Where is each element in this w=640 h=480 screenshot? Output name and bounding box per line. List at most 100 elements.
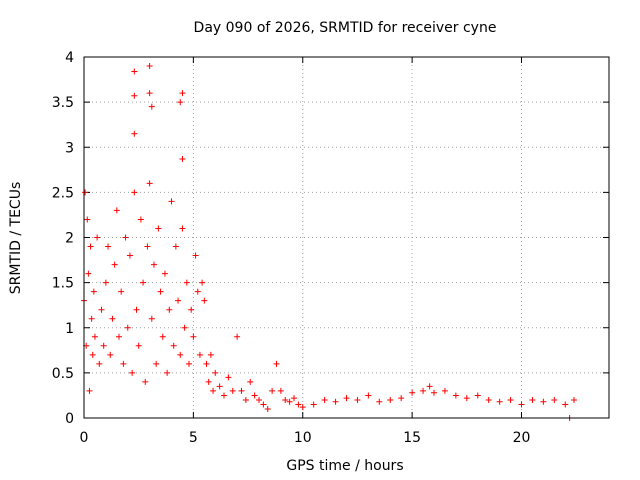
y-tick-label: 0 [65, 411, 74, 427]
data-point [175, 297, 182, 304]
data-point [166, 306, 173, 313]
data-point [140, 279, 147, 286]
data-point [131, 68, 138, 75]
data-point [89, 351, 96, 358]
data-point [207, 351, 214, 358]
data-point [201, 297, 208, 304]
y-tick-label: 3 [65, 140, 74, 156]
data-point [507, 396, 514, 403]
data-point [188, 306, 195, 313]
ticks: 0 0.5 1 1.5 2 2.5 3 3.5 4 0 5 10 15 20 [52, 50, 609, 446]
data-point [463, 395, 470, 402]
data-point [286, 398, 293, 405]
data-point [161, 270, 168, 277]
data-point [420, 387, 427, 394]
data-point [256, 396, 262, 403]
y-tick-label: 4 [65, 50, 74, 66]
data-point [131, 92, 138, 99]
data-point [529, 396, 536, 403]
data-point [295, 401, 302, 408]
data-point [85, 270, 92, 277]
data-point [518, 401, 525, 408]
data-point [234, 333, 241, 340]
data-point [196, 351, 203, 358]
data-point [183, 279, 190, 286]
data-point [90, 288, 97, 295]
data-point [376, 398, 383, 405]
data-point [291, 395, 297, 402]
data-points [81, 63, 577, 421]
data-point [88, 315, 95, 322]
data-point [124, 324, 131, 331]
data-point [177, 99, 184, 106]
data-point [146, 90, 153, 97]
plot-frame [83, 56, 610, 419]
data-point [148, 103, 155, 110]
data-point [142, 378, 149, 385]
data-point [260, 401, 267, 408]
data-point [113, 207, 120, 214]
data-point [133, 306, 140, 313]
data-point [238, 387, 245, 394]
data-point [146, 180, 153, 187]
data-point [194, 288, 201, 295]
data-point [452, 392, 459, 399]
data-point [212, 369, 219, 376]
data-point [299, 404, 306, 411]
data-point [122, 234, 129, 241]
data-point [96, 360, 103, 367]
data-point [98, 306, 105, 313]
data-point [485, 396, 492, 403]
data-point [398, 395, 405, 402]
data-point [116, 333, 122, 340]
y-tick-label: 1 [65, 321, 74, 337]
data-point [144, 243, 151, 250]
data-point [441, 387, 448, 394]
data-point [137, 216, 144, 223]
x-axis-label: GPS time / hours [286, 458, 403, 474]
y-tick-label: 0.5 [52, 366, 74, 382]
data-point [155, 225, 162, 232]
data-point [431, 389, 437, 396]
y-tick-label: 2.5 [52, 185, 74, 201]
data-point [105, 243, 112, 250]
data-point [153, 360, 160, 367]
data-point [540, 398, 547, 405]
data-point [210, 387, 217, 394]
data-point [562, 401, 569, 408]
data-point [84, 216, 91, 223]
data-point [365, 392, 372, 399]
data-point [107, 351, 114, 358]
x-tick-label: 10 [294, 430, 312, 446]
data-point [159, 333, 166, 340]
data-point [109, 315, 116, 322]
data-point [94, 234, 101, 241]
data-point [387, 396, 394, 403]
data-point [474, 392, 481, 399]
data-point [190, 333, 197, 340]
data-point [426, 383, 433, 390]
data-point [216, 383, 223, 390]
data-point [86, 387, 93, 394]
data-point [277, 387, 284, 394]
data-point [100, 342, 107, 349]
data-point [172, 243, 179, 250]
data-point [129, 369, 136, 376]
data-point [282, 396, 289, 403]
data-point [409, 389, 416, 396]
data-point [131, 189, 138, 196]
y-tick-label: 3.5 [52, 95, 74, 111]
data-point [242, 396, 249, 403]
data-point [151, 261, 157, 268]
data-point [332, 398, 339, 405]
data-point [168, 198, 175, 205]
data-point [192, 252, 199, 259]
data-point [164, 369, 171, 376]
data-point [251, 392, 258, 399]
data-point [571, 396, 577, 403]
data-point [148, 315, 155, 322]
data-point [87, 243, 94, 250]
data-point [126, 252, 133, 259]
data-point [264, 405, 271, 412]
